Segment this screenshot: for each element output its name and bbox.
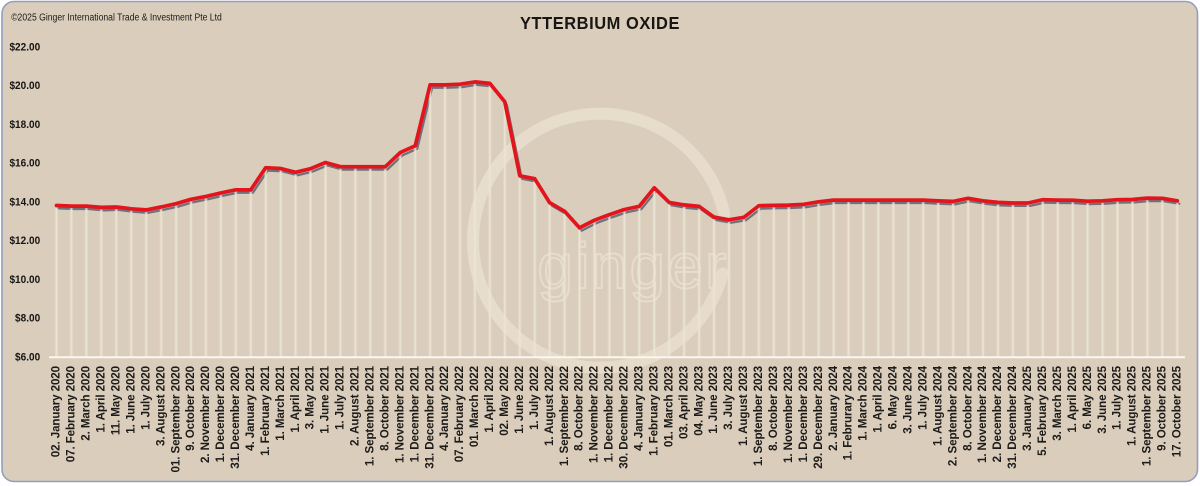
svg-text:1. July 2025: 1. July 2025 (1111, 365, 1124, 430)
svg-text:1. April 2022: 1. April 2022 (483, 366, 496, 433)
svg-text:1. December 2022: 1. December 2022 (603, 366, 616, 462)
svg-text:31. December 2024: 31. December 2024 (1006, 365, 1019, 468)
svg-text:1. September 2025: 1. September 2025 (1141, 365, 1154, 466)
svg-text:$6.00: $6.00 (15, 351, 40, 364)
svg-text:31. December 2020: 31. December 2020 (229, 366, 242, 469)
svg-text:1. November 2023: 1. November 2023 (782, 365, 795, 463)
svg-text:$16.00: $16.00 (9, 157, 40, 170)
svg-text:1. April 2020: 1. April 2020 (95, 366, 108, 433)
svg-text:1. December 2023: 1. December 2023 (797, 365, 810, 462)
svg-text:$22.00: $22.00 (9, 41, 40, 54)
svg-text:6. May 2024: 6. May 2024 (887, 365, 900, 429)
svg-text:4. January 2021: 4. January 2021 (244, 365, 257, 451)
svg-text:3. June 2025: 3. June 2025 (1096, 365, 1109, 433)
svg-text:9. October 2025: 9. October 2025 (1156, 365, 1169, 451)
svg-text:03. April 2023: 03. April 2023 (677, 365, 690, 439)
svg-text:3. January 2025: 3. January 2025 (1021, 365, 1034, 451)
svg-text:07. February 2020: 07. February 2020 (65, 366, 78, 462)
svg-text:ginger: ginger (538, 230, 729, 302)
svg-text:$20.00: $20.00 (9, 80, 40, 93)
svg-text:1. November 2024: 1. November 2024 (976, 365, 989, 463)
svg-text:9. October 2020: 9. October 2020 (184, 366, 197, 451)
svg-text:11. May 2020: 11. May 2020 (110, 366, 123, 435)
svg-text:1. June 2020: 1. June 2020 (124, 366, 137, 434)
svg-text:1. December 2020: 1. December 2020 (214, 366, 227, 462)
svg-text:1. June 2023: 1. June 2023 (707, 365, 720, 433)
svg-text:$8.00: $8.00 (15, 312, 40, 325)
svg-text:YTTERBIUM OXIDE: YTTERBIUM OXIDE (520, 14, 680, 34)
svg-text:1. March 2021: 1. March 2021 (274, 365, 287, 440)
svg-text:2. November 2020: 2. November 2020 (199, 366, 212, 463)
svg-text:02. May 2022: 02. May 2022 (498, 366, 511, 436)
svg-text:1. September 2022: 1. September 2022 (558, 366, 571, 466)
svg-text:1. July 2021: 1. July 2021 (334, 365, 347, 430)
svg-text:2. March 2020: 2. March 2020 (80, 366, 93, 441)
svg-text:1. December 2021: 1. December 2021 (408, 365, 421, 462)
svg-text:4. January 2022: 4. January 2022 (438, 366, 451, 451)
svg-text:1. February 2023: 1. February 2023 (648, 365, 661, 456)
svg-text:3. July 2023: 3. July 2023 (722, 365, 735, 430)
svg-text:1. April 2024: 1. April 2024 (872, 365, 885, 432)
svg-text:01. September 2020: 01. September 2020 (169, 366, 182, 472)
svg-text:02. January 2020: 02. January 2020 (50, 366, 63, 457)
svg-text:04. May 2023: 04. May 2023 (692, 365, 705, 435)
svg-text:1. July 2024: 1. July 2024 (916, 365, 929, 430)
svg-text:2. September 2024: 2. September 2024 (946, 365, 959, 466)
svg-text:1. July 2022: 1. July 2022 (528, 366, 541, 430)
svg-text:1. August 2023: 1. August 2023 (737, 365, 750, 446)
svg-text:2. August 2021: 2. August 2021 (349, 365, 362, 446)
svg-text:17. October 2025: 17. October 2025 (1171, 365, 1184, 457)
svg-text:$18.00: $18.00 (9, 118, 40, 131)
svg-text:$10.00: $10.00 (9, 273, 40, 286)
svg-text:1. November 2022: 1. November 2022 (588, 366, 601, 463)
svg-text:8. October 2024: 8. October 2024 (961, 365, 974, 451)
svg-text:6. May 2025: 6. May 2025 (1081, 365, 1094, 429)
svg-text:$14.00: $14.00 (9, 196, 40, 209)
svg-text:07. February 2022: 07. February 2022 (453, 366, 466, 462)
svg-text:3. May 2021: 3. May 2021 (304, 365, 317, 429)
svg-text:01. March 2023: 01. March 2023 (662, 365, 675, 447)
svg-text:4. January 2023: 4. January 2023 (633, 365, 646, 451)
svg-text:29. December 2023: 29. December 2023 (812, 365, 825, 468)
svg-text:1. November 2021: 1. November 2021 (393, 365, 406, 463)
svg-text:1. September 2023: 1. September 2023 (752, 365, 765, 466)
svg-text:1. February 2021: 1. February 2021 (259, 365, 272, 456)
svg-text:3. March 2025: 3. March 2025 (1051, 365, 1064, 440)
svg-text:8. October 2022: 8. October 2022 (573, 366, 586, 451)
svg-text:1. August 2025: 1. August 2025 (1126, 365, 1139, 446)
svg-text:2. December 2024: 2. December 2024 (991, 365, 1004, 462)
svg-text:1. September 2021: 1. September 2021 (364, 365, 377, 466)
svg-text:1. August 2022: 1. August 2022 (543, 366, 556, 446)
svg-text:1. April 2021: 1. April 2021 (289, 365, 302, 432)
svg-text:8. October 2023: 8. October 2023 (767, 365, 780, 451)
svg-text:3. August 2020: 3. August 2020 (154, 366, 167, 446)
svg-text:1. July 2020: 1. July 2020 (139, 366, 152, 430)
svg-text:$12.00: $12.00 (9, 235, 40, 248)
svg-text:©2025 Ginger International Tra: ©2025 Ginger International Trade & Inves… (11, 12, 222, 23)
svg-text:31. December 2021: 31. December 2021 (423, 365, 436, 468)
svg-text:8. October 2021: 8. October 2021 (379, 365, 392, 451)
svg-text:1. June 2022: 1. June 2022 (513, 366, 526, 434)
svg-text:30. December 2022: 30. December 2022 (618, 366, 631, 469)
svg-text:1. April 2025: 1. April 2025 (1066, 365, 1079, 432)
svg-text:1. Februrary 2024: 1. Februrary 2024 (842, 365, 855, 460)
svg-text:2. January 2024: 2. January 2024 (827, 365, 840, 451)
svg-text:1. August 2024: 1. August 2024 (931, 365, 944, 446)
svg-text:1. March 2024: 1. March 2024 (857, 365, 870, 440)
svg-text:5. February 2025: 5. February 2025 (1036, 365, 1049, 456)
svg-text:1. June 2021: 1. June 2021 (319, 365, 332, 433)
svg-text:01. March 2022: 01. March 2022 (468, 366, 481, 447)
svg-text:3. June 2024: 3. June 2024 (902, 365, 915, 433)
